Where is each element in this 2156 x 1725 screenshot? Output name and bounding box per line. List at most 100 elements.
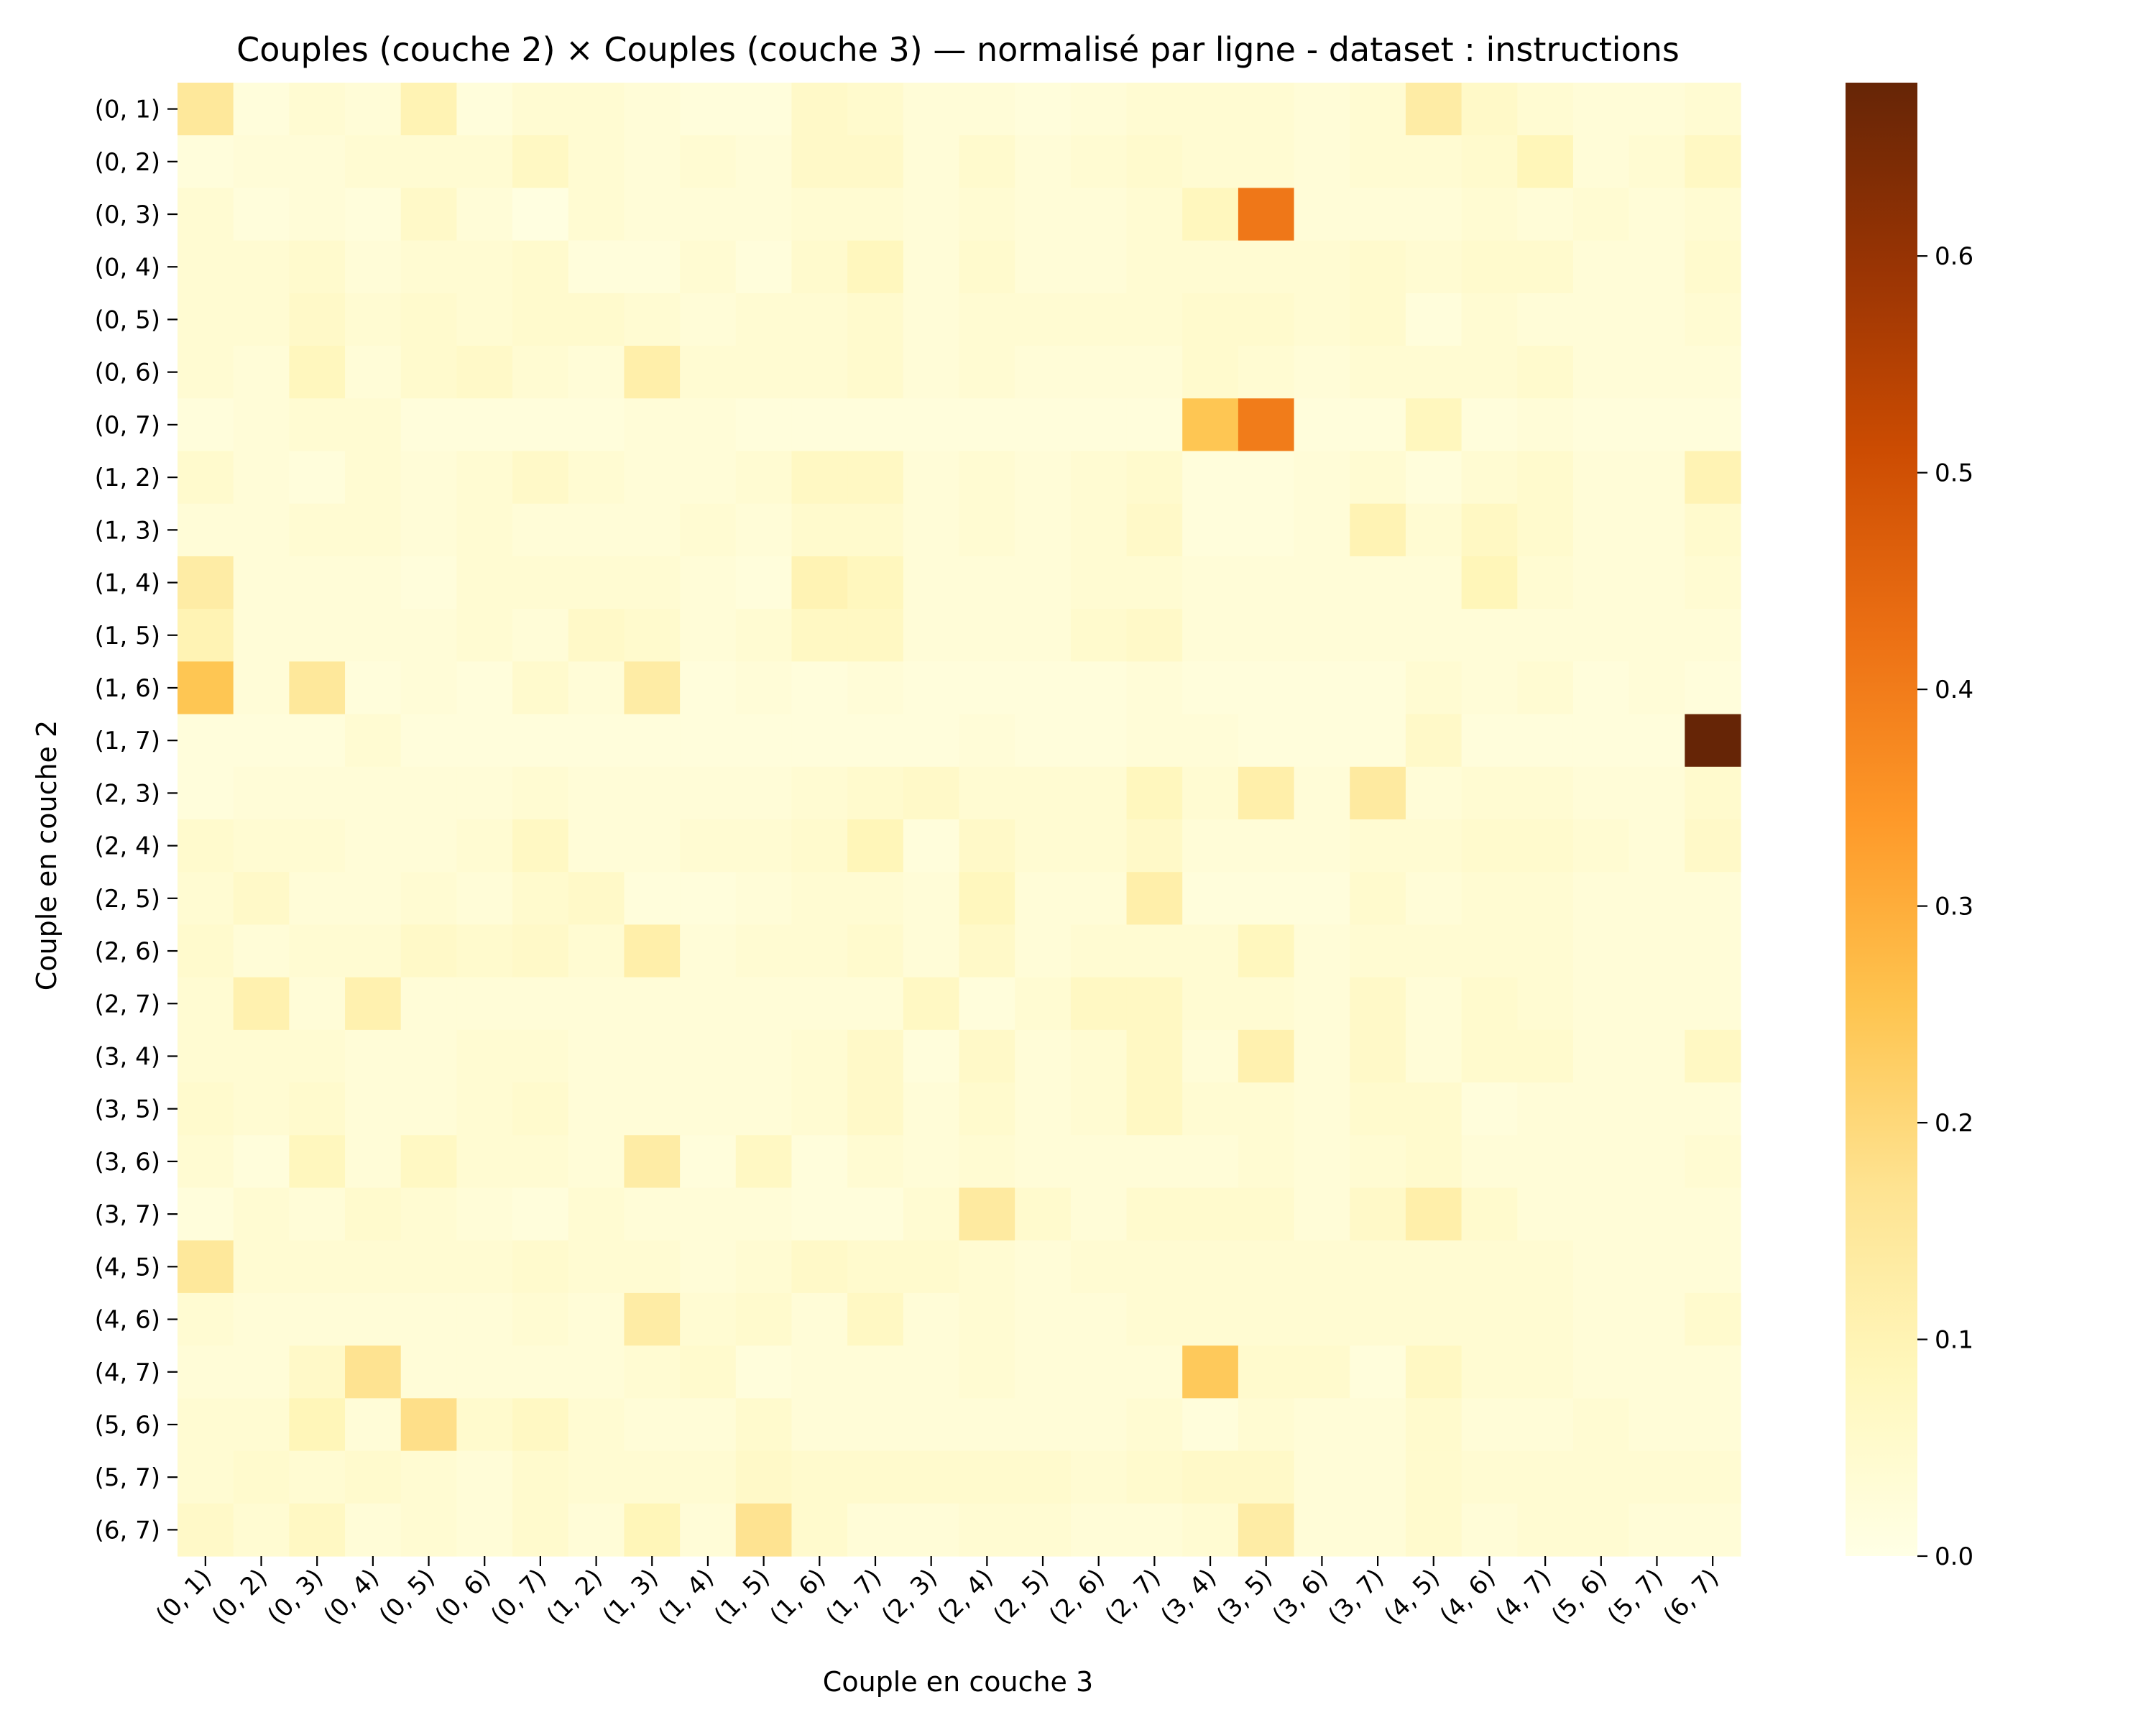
heatmap-cell <box>1461 1240 1518 1294</box>
heatmap-cell <box>456 503 513 557</box>
colorbar-tick-label: 0.0 <box>1935 1542 1973 1571</box>
heatmap-cell <box>178 1503 234 1557</box>
heatmap-cell <box>1517 1240 1574 1294</box>
heatmap-cell <box>1685 609 1741 662</box>
heatmap-cell <box>1405 451 1462 505</box>
heatmap-cell <box>1517 1346 1574 1399</box>
heatmap-cell <box>178 1240 234 1294</box>
x-tick-label: (1, 2) <box>541 1563 608 1630</box>
heatmap-cell <box>1015 1503 1072 1557</box>
heatmap-cell <box>1126 135 1183 189</box>
heatmap-cell <box>1350 398 1406 452</box>
heatmap-cell <box>456 188 513 242</box>
heatmap-cell <box>512 293 569 346</box>
heatmap-cell <box>1517 1029 1574 1083</box>
heatmap-cell <box>680 451 737 505</box>
heatmap-cell <box>178 977 234 1031</box>
heatmap-cell <box>847 766 904 820</box>
heatmap-cell <box>791 135 848 189</box>
heatmap-cell <box>400 1450 457 1504</box>
heatmap-cell <box>1405 1240 1462 1294</box>
heatmap-cell <box>512 1292 569 1346</box>
heatmap-cell <box>1182 766 1239 820</box>
heatmap-cell <box>903 1240 960 1294</box>
heatmap-cell <box>233 1240 290 1294</box>
x-tick-label: (1, 5) <box>709 1563 775 1630</box>
heatmap-cell <box>512 661 569 715</box>
heatmap-cell <box>1015 1450 1072 1504</box>
y-axis-label: Couple en couche 2 <box>31 720 63 990</box>
heatmap-cell <box>1350 556 1406 610</box>
y-tick-label: (2, 3) <box>95 779 160 808</box>
heatmap-cell <box>1350 83 1406 136</box>
heatmap-cell <box>512 1346 569 1399</box>
heatmap-cell <box>1572 346 1630 399</box>
heatmap-cell <box>1294 1398 1350 1452</box>
heatmap-cell <box>680 83 737 136</box>
heatmap-cell <box>624 1082 681 1136</box>
heatmap-cell <box>624 293 681 346</box>
heatmap-cell <box>1350 766 1406 820</box>
heatmap-cell <box>289 924 346 978</box>
heatmap-cell <box>1405 609 1462 662</box>
heatmap-cell <box>178 556 234 610</box>
heatmap-cell <box>1070 1503 1128 1557</box>
heatmap-cell <box>1238 714 1295 768</box>
heatmap-cell <box>1015 1292 1072 1346</box>
heatmap-cell <box>456 1240 513 1294</box>
heatmap-cell <box>1294 1346 1350 1399</box>
heatmap-cell <box>959 135 1015 189</box>
heatmap-cell <box>1070 1450 1128 1504</box>
heatmap-cell <box>233 1292 290 1346</box>
heatmap-cell <box>1350 293 1406 346</box>
heatmap-cell <box>1070 1135 1128 1189</box>
heatmap-cell <box>1238 977 1295 1031</box>
heatmap-cell <box>1461 503 1518 557</box>
heatmap-cell <box>178 135 234 189</box>
heatmap-cell <box>512 240 569 294</box>
heatmap-cell <box>847 240 904 294</box>
heatmap-cell <box>791 714 848 768</box>
heatmap-cell <box>345 135 402 189</box>
heatmap-cell <box>1461 346 1518 399</box>
heatmap-cell <box>1070 398 1128 452</box>
heatmap-cell <box>903 819 960 873</box>
heatmap-cell <box>233 503 290 557</box>
heatmap-cell <box>1126 188 1183 242</box>
heatmap-cell <box>1350 1187 1406 1241</box>
heatmap-cell <box>735 766 793 820</box>
heatmap-cell <box>1517 293 1574 346</box>
heatmap-cell <box>624 503 681 557</box>
x-tick-label: (0, 4) <box>318 1563 384 1630</box>
heatmap-cell <box>1628 1082 1685 1136</box>
heatmap-cell <box>959 451 1015 505</box>
heatmap-cell <box>1070 977 1128 1031</box>
heatmap-cell <box>680 293 737 346</box>
heatmap-cell <box>456 240 513 294</box>
heatmap-cell <box>1238 556 1295 610</box>
heatmap-cell <box>456 293 513 346</box>
heatmap-cell <box>1015 661 1072 715</box>
heatmap-cell <box>1070 1187 1128 1241</box>
heatmap-cell <box>1294 1029 1350 1083</box>
heatmap-cell <box>1182 83 1239 136</box>
heatmap-cell <box>735 398 793 452</box>
heatmap-cell <box>1517 556 1574 610</box>
heatmap-cell <box>512 1187 569 1241</box>
heatmap-cell <box>289 451 346 505</box>
heatmap-cell <box>1294 714 1350 768</box>
heatmap-cell <box>1238 819 1295 873</box>
heatmap-cell <box>735 924 793 978</box>
y-tick-label: (2, 4) <box>95 832 160 861</box>
heatmap-cell <box>1015 977 1072 1031</box>
heatmap-cell <box>624 609 681 662</box>
heatmap-cell <box>512 503 569 557</box>
heatmap-cell <box>1685 872 1741 926</box>
x-tick-label: (2, 3) <box>876 1563 943 1630</box>
heatmap-cell <box>1015 135 1072 189</box>
heatmap-cell <box>735 1240 793 1294</box>
heatmap-cell <box>847 1082 904 1136</box>
heatmap-cell <box>1126 1135 1183 1189</box>
heatmap-cell <box>456 714 513 768</box>
heatmap-cell <box>568 188 625 242</box>
